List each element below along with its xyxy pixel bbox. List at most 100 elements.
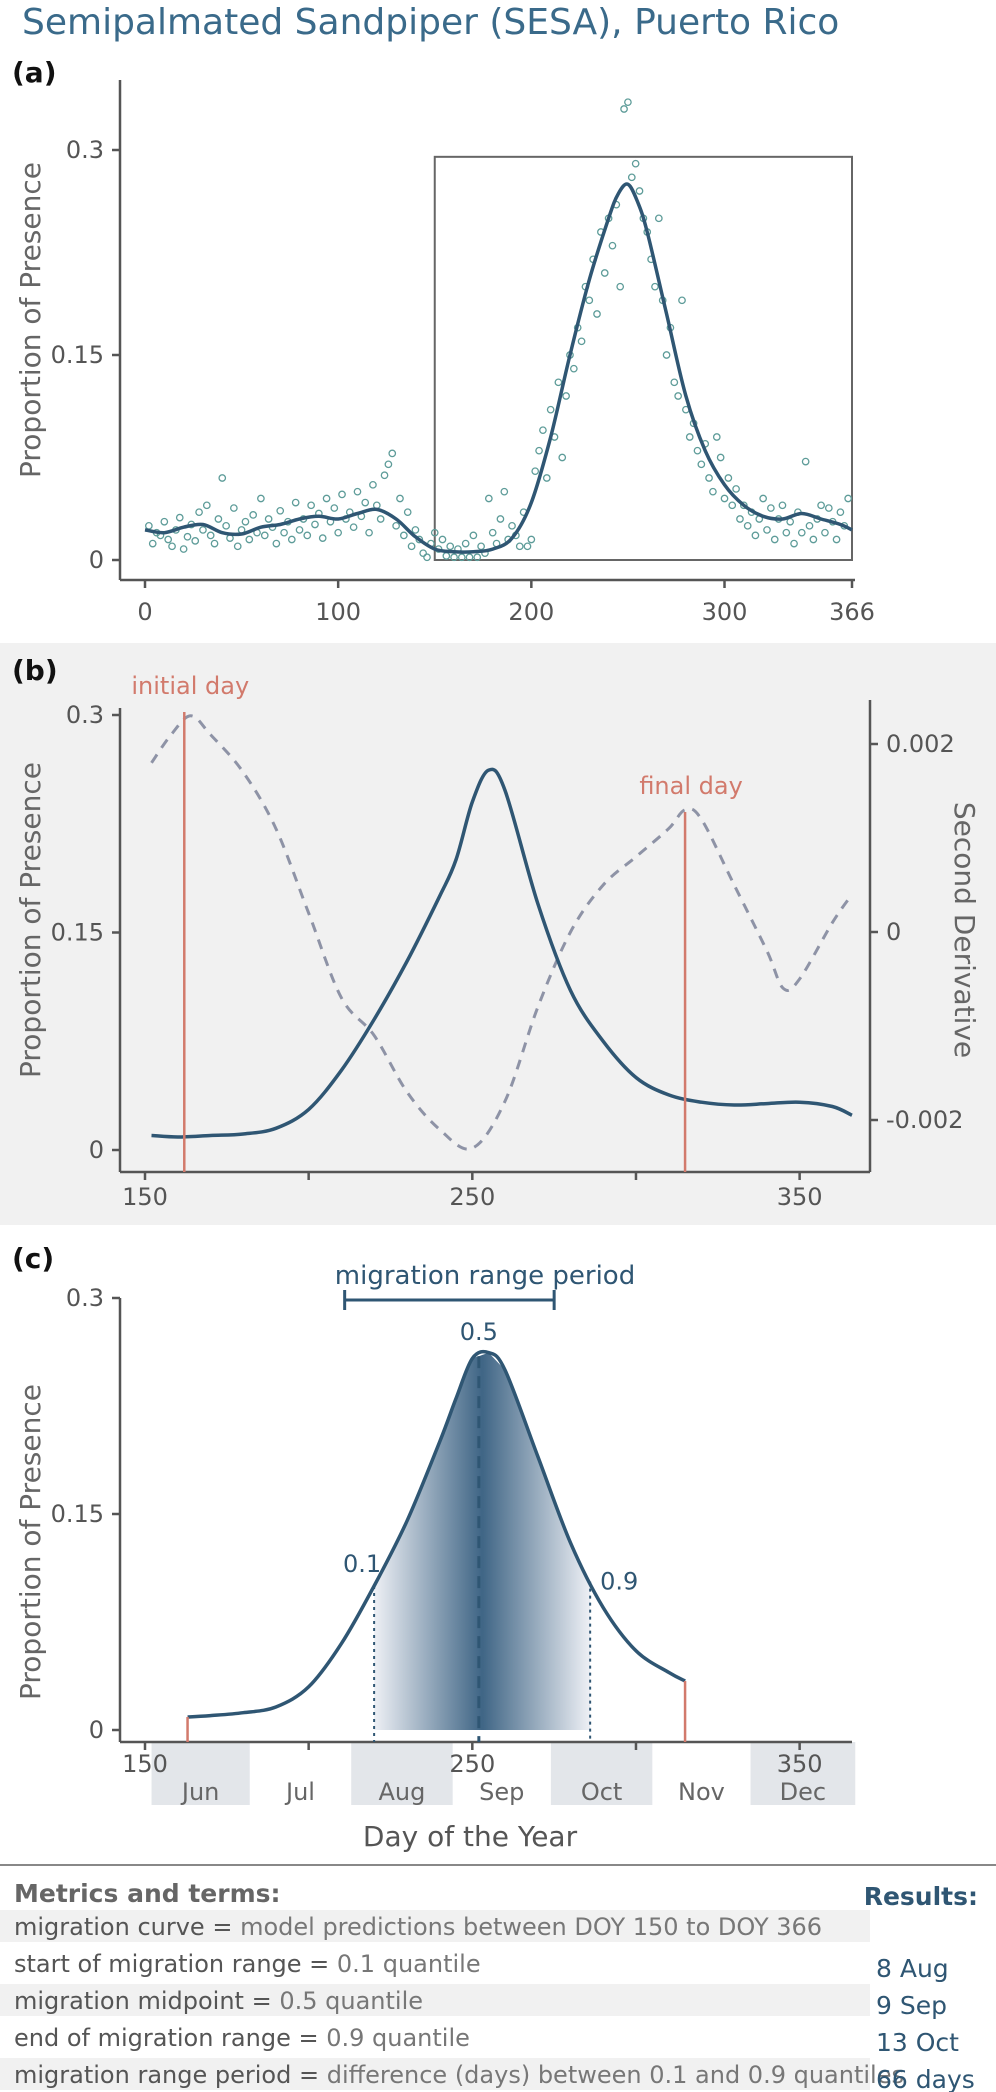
data-point <box>423 553 431 562</box>
data-point <box>600 269 609 277</box>
month-label: Aug <box>379 1778 426 1806</box>
data-point <box>554 378 563 387</box>
metrics-result: 13 Oct <box>876 2028 959 2057</box>
data-point <box>674 392 682 400</box>
fitted-curve-b <box>151 767 853 1139</box>
data-point <box>821 528 829 537</box>
data-point <box>168 542 176 551</box>
panel-b: (b) Proportion of Presence Second Deriva… <box>12 654 981 1211</box>
x-tick-label-a: 300 <box>702 598 748 626</box>
data-point <box>195 508 203 517</box>
data-point <box>817 501 825 510</box>
data-point <box>442 552 451 560</box>
data-point <box>369 480 377 489</box>
data-point <box>376 515 385 523</box>
y2-axis-label-b: Second Derivative <box>948 802 981 1058</box>
migration-range-period-label: migration range period <box>335 1261 635 1291</box>
panel-label-c: (c) <box>12 1242 54 1275</box>
data-point <box>500 487 509 496</box>
panel-c: (c) Proportion of Presence Jun Jul Aug Sep O… <box>12 1242 856 1853</box>
data-point <box>496 515 505 523</box>
data-point <box>241 517 250 526</box>
metrics-row-bg <box>0 2058 870 2090</box>
data-point <box>739 501 748 510</box>
data-point <box>651 282 659 291</box>
data-point <box>403 508 412 517</box>
data-point <box>546 405 555 414</box>
data-point <box>473 553 482 562</box>
data-point <box>164 535 173 544</box>
panel-label-a: (a) <box>12 56 57 89</box>
data-point <box>763 526 771 534</box>
data-point <box>767 504 775 512</box>
y-axis-label-c: Proportion of Presence <box>14 1384 47 1700</box>
data-point <box>311 520 319 529</box>
x-tick-label-b: 350 <box>777 1183 823 1211</box>
data-point <box>790 539 798 548</box>
data-point <box>654 214 663 223</box>
panel-label-b: (b) <box>12 654 58 687</box>
x-tick-label-b: 250 <box>449 1183 495 1211</box>
x-tick-label-a: 0 <box>137 598 152 626</box>
x-tick-label-a: 366 <box>829 598 875 626</box>
data-point <box>446 542 455 551</box>
data-point <box>562 392 570 400</box>
results-heading: Results: <box>864 1882 978 1911</box>
data-point <box>477 542 485 551</box>
data-point <box>461 539 470 548</box>
data-point <box>697 460 706 469</box>
data-point <box>782 528 791 537</box>
second-derivative-line <box>150 714 854 1151</box>
data-point <box>635 187 644 195</box>
data-point <box>430 528 439 537</box>
month-band <box>351 1742 453 1805</box>
data-point <box>361 498 370 507</box>
data-point <box>218 474 227 482</box>
data-point <box>523 542 532 551</box>
metrics-table: Metrics and terms: Results: migration cu… <box>0 1864 996 2092</box>
y-tick-label-b: 0.3 <box>66 701 104 729</box>
data-point <box>280 528 288 537</box>
data-point <box>709 487 717 496</box>
data-point <box>160 517 169 526</box>
data-point <box>844 494 852 503</box>
data-point <box>743 521 752 530</box>
x-tick-label-a: 100 <box>315 598 361 626</box>
data-point <box>388 449 397 458</box>
migration-range-band <box>374 1352 591 1730</box>
data-point <box>585 296 594 305</box>
y2-tick-label-b: 0 <box>886 918 901 946</box>
data-point <box>206 531 215 540</box>
data-point <box>627 173 636 182</box>
data-point <box>450 553 458 562</box>
quantile-label: 0.1 <box>343 1550 381 1578</box>
metrics-heading: Metrics and terms: <box>14 1879 281 1908</box>
data-point <box>145 521 153 530</box>
x-tick-label-b: 150 <box>122 1183 168 1211</box>
month-label: Jun <box>180 1778 220 1806</box>
y-tick-label-a: 0.15 <box>51 341 104 369</box>
data-point <box>175 513 184 522</box>
data-point <box>732 485 740 493</box>
y2-tick-label-b: -0.002 <box>886 1106 963 1134</box>
data-point <box>183 532 192 541</box>
data-point <box>720 494 729 503</box>
metrics-row: end of migration range = 0.9 quantile <box>14 2024 470 2052</box>
data-point <box>801 457 810 466</box>
data-point <box>380 471 389 480</box>
data-point <box>728 501 737 510</box>
data-point <box>805 521 814 530</box>
metrics-result: 8 Aug <box>876 1954 949 1983</box>
data-point <box>809 535 818 544</box>
data-point <box>608 241 617 250</box>
metrics-row: migration range period = difference (day… <box>14 2061 904 2089</box>
data-point <box>407 542 416 551</box>
data-point <box>322 494 331 503</box>
data-point <box>527 535 536 544</box>
data-point <box>295 526 304 534</box>
data-point <box>191 537 200 545</box>
data-point <box>210 539 219 548</box>
data-point <box>624 98 632 107</box>
data-point <box>535 446 543 455</box>
